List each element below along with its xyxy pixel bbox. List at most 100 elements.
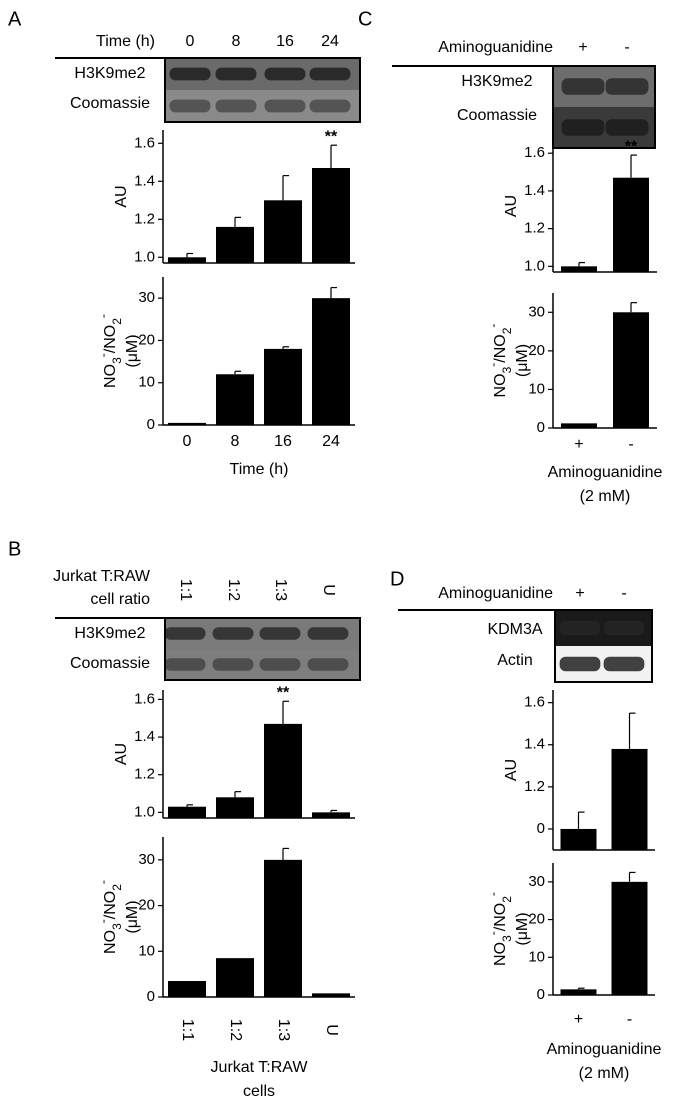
blot-row-label: H3K9me2 <box>74 65 145 82</box>
blot-row-label: Coomassie <box>457 107 537 124</box>
x-tick-label: 1:1 <box>179 1019 196 1041</box>
x-axis-label: cells <box>243 1083 275 1100</box>
significance: ** <box>277 685 290 702</box>
blot-frame <box>164 617 361 681</box>
blot-row-label: Actin <box>497 652 533 669</box>
blot-band <box>561 119 605 136</box>
blot-band <box>307 658 349 671</box>
bar <box>168 422 206 425</box>
blot-band <box>212 627 254 640</box>
y-tick-label: 30 <box>528 873 545 890</box>
panel-letter: A <box>8 8 22 30</box>
y-tick-label: 0 <box>537 419 545 436</box>
y-tick-label: 1.4 <box>524 736 545 753</box>
blot-band <box>169 67 211 81</box>
blot-frame <box>554 609 653 683</box>
bar <box>216 797 254 818</box>
y-tick-label: 1.4 <box>134 172 155 189</box>
bar <box>613 177 649 272</box>
blot-band <box>259 658 301 671</box>
lane-label: 16 <box>276 33 294 50</box>
blot-frame <box>164 57 361 123</box>
blot-band <box>307 627 349 640</box>
blot-row-label: KDM3A <box>487 621 542 638</box>
x-axis-label: Aminoguanidine <box>548 464 663 481</box>
y-axis-label: AU <box>503 195 520 217</box>
x-axis-label: Aminoguanidine <box>547 1041 662 1058</box>
blot-band <box>559 620 601 636</box>
y-tick-label: 1.2 <box>524 220 545 237</box>
y-tick-label: 10 <box>138 374 155 391</box>
blot-header: Jurkat T:RAW <box>53 568 151 585</box>
x-tick-label: U <box>323 1024 340 1036</box>
y-tick-label: 10 <box>528 380 545 397</box>
blot-band <box>264 99 306 113</box>
y-axis-label: AU <box>503 759 520 781</box>
y-tick-label: 1.2 <box>524 778 545 795</box>
lane-label: - <box>621 585 626 602</box>
lane-label: 24 <box>321 33 339 50</box>
lane-label: + <box>575 585 584 602</box>
y-axis-label: NO3-/NO2- <box>96 880 124 954</box>
bar <box>168 257 206 263</box>
lane-label: - <box>624 39 629 56</box>
blot-row-label: H3K9me2 <box>74 625 145 642</box>
bar <box>613 312 649 428</box>
y-axis-label: NO3-/NO2- <box>486 892 514 966</box>
x-tick-label: - <box>628 436 633 453</box>
bar <box>264 348 302 425</box>
y-tick-label: 30 <box>138 289 155 306</box>
y-tick-label: 1.2 <box>134 210 155 227</box>
panel-letter: B <box>8 538 21 560</box>
x-tick-label: 0 <box>183 433 192 450</box>
blot-band <box>164 658 206 671</box>
bar <box>312 812 350 818</box>
y-tick-label: 1.4 <box>134 728 155 745</box>
panel-letter: C <box>358 8 372 30</box>
y-tick-label: 30 <box>138 851 155 868</box>
blot-row-label: Coomassie <box>70 655 150 672</box>
y-tick-label: 10 <box>528 948 545 965</box>
y-tick-label: 20 <box>138 331 155 348</box>
bar <box>264 200 302 263</box>
bar <box>264 723 302 818</box>
blot-band <box>215 99 257 113</box>
bar <box>168 981 206 997</box>
lane-label: U <box>320 584 337 596</box>
x-axis-label: Jurkat T:RAW <box>211 1059 309 1076</box>
x-axis-label: (2 mM) <box>580 488 631 505</box>
x-axis-label: (2 mM) <box>579 1065 630 1082</box>
x-tick-label: 16 <box>274 433 292 450</box>
lane-label: 8 <box>232 33 241 50</box>
blot-band <box>264 67 306 81</box>
y-tick-label: 1.6 <box>134 134 155 151</box>
blot-band <box>603 620 645 636</box>
blot-band <box>212 658 254 671</box>
y-axis-label: (μM) <box>124 900 141 933</box>
blot-band <box>309 99 351 113</box>
lane-label: 1:2 <box>225 579 242 601</box>
blot-band <box>164 627 206 640</box>
lane-label: 1:3 <box>272 579 289 601</box>
blot-header: cell ratio <box>90 591 150 608</box>
blot-band <box>561 78 605 95</box>
bar <box>168 806 206 818</box>
y-tick-label: 1.4 <box>524 182 545 199</box>
blot-band <box>259 627 301 640</box>
bar <box>312 168 350 263</box>
lane-label: 0 <box>186 33 195 50</box>
y-axis-label: NO3-/NO2- <box>486 324 514 398</box>
blot-band <box>169 99 211 113</box>
y-tick-label: 1.6 <box>524 694 545 711</box>
lane-label: 1:1 <box>177 579 194 601</box>
panel-letter: D <box>390 568 404 590</box>
x-tick-label: 1:2 <box>227 1019 244 1041</box>
y-tick-label: 10 <box>138 942 155 959</box>
blot-header: Aminoguanidine <box>438 585 553 602</box>
y-axis-label: (μM) <box>514 912 531 945</box>
blot-row-label: H3K9me2 <box>461 73 532 90</box>
blot-band <box>605 78 649 95</box>
x-tick-label: - <box>627 1011 632 1028</box>
bar <box>560 989 597 995</box>
